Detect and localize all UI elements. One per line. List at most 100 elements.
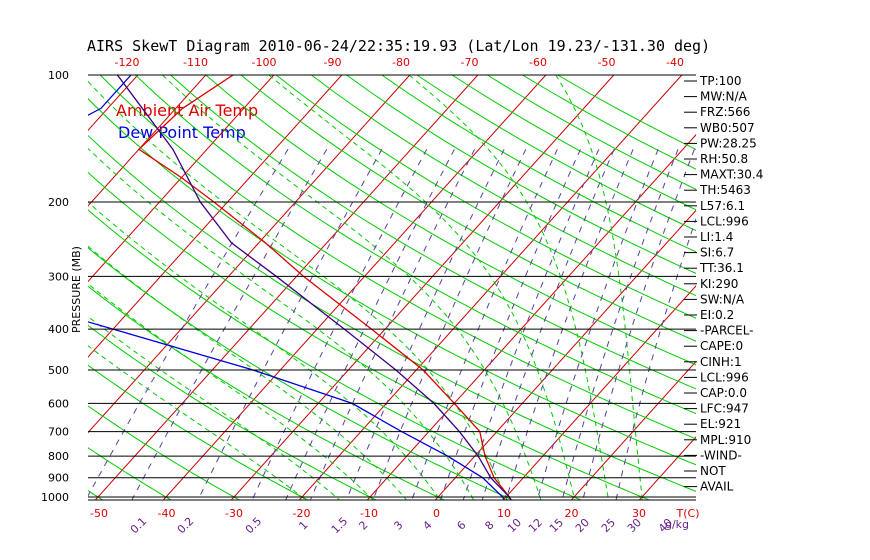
mixing-ratio-line	[197, 149, 383, 500]
bottom-temp-tick-label: -10	[360, 507, 378, 520]
bottom-temp-tick-label: 20	[565, 507, 579, 520]
index-label: KI:290	[700, 277, 738, 291]
bottom-temp-tick-label: 10	[497, 507, 511, 520]
y-axis-label: PRESSURE (MB)	[70, 246, 83, 333]
pressure-tick-label: 600	[48, 397, 69, 410]
pressure-tick-label: 500	[48, 364, 69, 377]
isotherm-line	[230, 75, 615, 500]
index-label: EI:0.2	[700, 308, 734, 322]
mixing-ratio-tick-label: 12	[526, 516, 545, 535]
index-label: NOT	[700, 464, 726, 478]
isotherm-line	[0, 75, 70, 506]
dry-adiabat	[487, 75, 696, 190]
mixing-ratio-tick-label: 4	[420, 518, 434, 532]
index-label: MPL:910	[700, 433, 751, 447]
index-label: AVAIL	[700, 480, 734, 494]
moist-adiabat	[88, 345, 307, 500]
top-temp-tick-label: -70	[461, 56, 479, 69]
index-label: FRZ:566	[700, 105, 750, 119]
bottom-temp-tick-label: 30	[632, 507, 646, 520]
mixing-ratio-line	[88, 149, 289, 497]
top-temp-tick-label: -40	[666, 56, 684, 69]
top-temp-tick-label: -100	[252, 56, 277, 69]
index-label: SW:N/A	[700, 292, 745, 306]
moist-adiabat	[88, 201, 441, 500]
index-label: MAXT:30.4	[700, 168, 763, 182]
index-label: MW:N/A	[700, 90, 748, 104]
isotherm-line	[88, 75, 411, 434]
mixing-ratio-line	[309, 149, 476, 500]
index-label: CAPE:0	[700, 339, 743, 353]
index-label: L57:6.1	[700, 199, 745, 213]
dry-adiabat	[88, 209, 583, 500]
mixing-ratio-line	[462, 149, 600, 500]
mixing-ratio-tick-label: 0.1	[128, 515, 150, 537]
bottom-temp-tick-label: -30	[225, 507, 243, 520]
dry-adiabat	[88, 447, 173, 500]
index-label: -PARCEL-	[700, 324, 754, 338]
isotherm-line	[366, 134, 696, 500]
index-label: LCL:996	[700, 214, 749, 228]
index-label: LCL:996	[700, 370, 749, 384]
mixing-ratio-line	[481, 149, 615, 500]
bottom-temp-tick-label: 0	[433, 507, 440, 520]
index-label: LI:1.4	[700, 230, 733, 244]
legend-dewpoint: Dew Point Temp	[118, 123, 246, 142]
pressure-tick-label: 300	[48, 270, 69, 283]
dry-adiabat	[88, 134, 696, 492]
dry-adiabat	[88, 405, 241, 500]
pressure-tick-label: 1000	[41, 491, 69, 504]
dry-adiabat	[522, 75, 696, 170]
dry-adiabat	[381, 75, 696, 253]
mixing-ratio-line	[372, 149, 527, 500]
dry-adiabat	[311, 75, 696, 297]
series-dew-point-temp	[88, 75, 505, 500]
pressure-tick-label: 200	[48, 196, 69, 209]
index-label: CAP:0.0	[700, 386, 747, 400]
mixing-ratio-line	[411, 149, 558, 500]
index-label: -WIND-	[700, 448, 742, 462]
isotherm-line	[570, 360, 696, 500]
dry-adiabat	[346, 75, 696, 275]
index-label: RH:50.8	[700, 152, 748, 166]
isotherm-line	[94, 75, 479, 500]
index-label: WB0:507	[700, 121, 755, 135]
moist-adiabat	[88, 245, 408, 500]
dry-adiabat	[416, 75, 696, 232]
mixing-ratio-tick-label: 6	[454, 518, 468, 532]
dry-adiabat	[88, 171, 651, 500]
mixing-ratio-tick-label: 2	[356, 518, 370, 532]
top-temp-tick-label: -80	[392, 56, 410, 69]
mixing-ratio-tick-label: 0.5	[243, 515, 265, 537]
isotherm-line	[88, 75, 343, 358]
pressure-tick-label: 900	[48, 472, 69, 485]
isotherm-line	[770, 75, 870, 506]
dry-adiabat	[88, 324, 378, 500]
pressure-tick-label: 800	[48, 450, 69, 463]
dry-adiabat	[88, 489, 104, 500]
moist-adiabat	[88, 147, 475, 500]
dry-adiabat	[88, 247, 514, 500]
mixing-ratio-tick-label: 0.2	[175, 515, 197, 537]
mixing-ratio-tick-label: 25	[599, 516, 618, 535]
mixing-ratio-unit-label: g/kg	[665, 518, 689, 531]
moist-adiabat	[555, 75, 643, 500]
moist-adiabat	[268, 75, 576, 500]
top-temp-tick-label: -120	[115, 56, 140, 69]
bottom-temp-tick-label: -20	[293, 507, 311, 520]
pressure-tick-label: 400	[48, 323, 69, 336]
pressure-tick-label: 100	[48, 69, 69, 82]
bottom-temp-tick-label: -40	[158, 507, 176, 520]
dry-adiabat	[205, 75, 696, 366]
dry-adiabat	[88, 98, 696, 466]
top-temp-tick-label: -90	[324, 56, 342, 69]
mixing-ratio-line	[536, 149, 659, 500]
moist-adiabat	[88, 80, 508, 500]
moist-adiabat	[408, 75, 610, 500]
top-temp-tick-label: -50	[598, 56, 616, 69]
index-label: PW:28.25	[700, 136, 757, 150]
index-label: TH:5463	[699, 183, 751, 197]
dry-adiabat	[170, 75, 696, 390]
mixing-ratio-tick-label: 15	[547, 516, 566, 535]
pressure-tick-label: 700	[48, 426, 69, 439]
